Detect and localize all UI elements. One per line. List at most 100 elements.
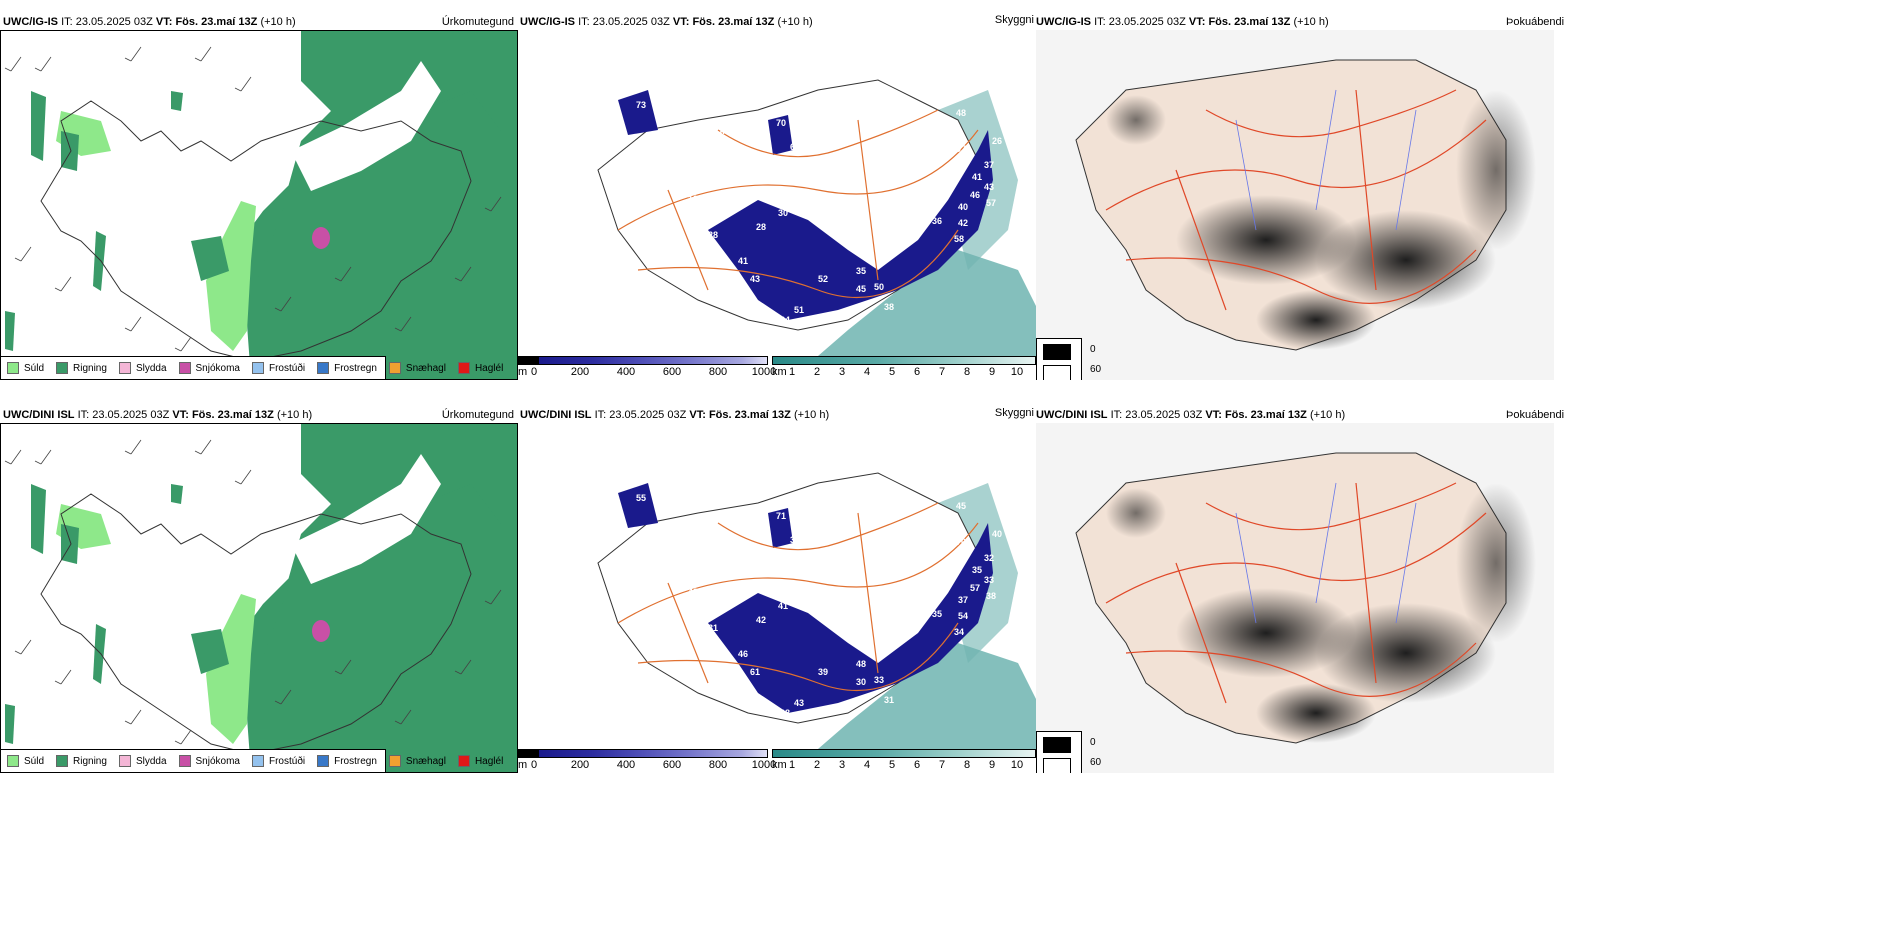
visibility-value: 32 (898, 631, 908, 641)
visibility-value: 487 (688, 587, 703, 597)
precip-legend-item: Rigning (56, 755, 107, 767)
legend-swatch (56, 755, 69, 767)
legend-label: Frostregn (334, 362, 377, 374)
visibility-tick: 2 (813, 366, 821, 378)
fog-legend (1036, 731, 1082, 773)
fog-area-east (1316, 210, 1496, 310)
visibility-value: 35 (856, 266, 866, 276)
visibility-value: 26 (992, 136, 1002, 146)
legend-label: Frostúði (268, 755, 306, 767)
fog-header: UWC/DINI ISL IT: 23.05.2025 03Z VT: Fös.… (1036, 409, 1345, 422)
legend-swatch (317, 362, 330, 374)
precip-legend-item: Frostúði (251, 755, 306, 767)
visibility-value: 37 (958, 595, 968, 605)
legend-label: Rigning (73, 755, 107, 767)
precip-legend: Súld Rigning Slydda Snjókoma Frostúði Frostre… (1, 749, 503, 772)
visibility-value: 52 (630, 84, 640, 94)
elevation-tick: 800 (708, 759, 728, 771)
precip-legend-item: Haglél (457, 755, 504, 767)
visibility-value: 52 (818, 274, 828, 284)
visibility-value: 48 (856, 659, 866, 669)
vt-label: VT: (672, 16, 690, 28)
legend-label: Rigning (73, 362, 107, 374)
visibility-value: 97 (956, 144, 966, 154)
visibility-title: Skyggni (994, 407, 1034, 419)
visibility-value: 61 (750, 667, 760, 677)
visibility-tick: 4 (863, 759, 871, 771)
precip-panel: UWC/DINI ISL IT: 23.05.2025 03Z VT: Fös.… (0, 405, 520, 773)
visibility-value: 35 (754, 328, 764, 338)
fog-area-east (1316, 603, 1496, 703)
vt-label: VT: (155, 16, 173, 28)
visibility-value: 71 (776, 511, 786, 521)
legend-swatch (251, 755, 264, 767)
visibility-tick: 3 (838, 366, 846, 378)
visibility-value: 50 (874, 282, 884, 292)
visibility-value: 62 (790, 142, 800, 152)
visibility-tick: 7 (938, 759, 946, 771)
lead-time: (+10 h) (777, 16, 813, 28)
fog-title: Þokuábendi (1506, 409, 1565, 421)
fog-map-svg (1036, 423, 1554, 773)
lead-time: (+10 h) (260, 16, 296, 28)
visibility-value: 51 (794, 305, 804, 315)
visibility-value: 10 (688, 194, 698, 204)
visibility-value: 70 (776, 118, 786, 128)
haze-area (818, 250, 1038, 356)
lead-time: (+10 h) (793, 409, 830, 421)
visibility-value: 48 (956, 108, 966, 118)
visibility-value: 45 (956, 501, 966, 511)
precip-title: Úrkomutegund (441, 409, 514, 421)
legend-swatch (388, 755, 401, 767)
precip-map: Súld Rigning Slydda Snjókoma Frostúði Frostre… (0, 423, 518, 773)
visibility-value: 33 (874, 675, 884, 685)
fog-legend-max: 60 (1090, 364, 1102, 375)
visibility-panel: UWC/IG-IS IT: 23.05.2025 03Z VT: Fös. 23… (518, 12, 1038, 380)
precip-title: Úrkomutegund (441, 16, 514, 28)
it-label: IT: (61, 16, 73, 28)
legend-swatch (118, 755, 131, 767)
it-value: 23.05.2025 03Z (1125, 409, 1203, 421)
precip-legend-item: Snæhagl (388, 755, 446, 767)
model-row: UWC/DINI ISL IT: 23.05.2025 03Z VT: Fös.… (0, 393, 1900, 778)
visibility-value: 34 (954, 627, 964, 637)
fog-area-west (1176, 588, 1356, 678)
vt-label: VT: (1205, 409, 1222, 421)
visibility-colorbar: km 1 2 3 4 5 6 7 8 9 10 (772, 749, 1038, 773)
lead-time: (+10 h) (1293, 16, 1329, 28)
it-value: 23.05.2025 03Z (92, 409, 170, 421)
legend-label: Haglél (474, 755, 504, 767)
visibility-tick: 4 (863, 366, 871, 378)
legend-label: Frostregn (334, 755, 377, 767)
fog-legend (1036, 338, 1082, 380)
vt-value: Fös. 23.maí 13Z (1208, 16, 1291, 28)
elevation-tick: 600 (662, 759, 682, 771)
precip-legend-item: Súld (7, 362, 44, 374)
vt-value: Fös. 23.maí 13Z (191, 409, 274, 421)
visibility-value: 46 (970, 190, 980, 200)
rivers (1235, 482, 1417, 624)
legend-swatch (7, 755, 19, 767)
fog-legend-min: 0 (1090, 737, 1096, 748)
legend-swatch (388, 362, 401, 374)
precip-legend-item: Snæhagl (388, 362, 446, 374)
visibility-value: 32 (984, 553, 994, 563)
elevation-colorbar: m 0 200 400 600 800 1000 (518, 356, 776, 380)
visibility-tick: 5 (888, 366, 896, 378)
snow-spot (312, 227, 330, 249)
legend-label: Frostúði (268, 362, 306, 374)
visibility-value: 33 (772, 344, 782, 354)
visibility-values: 7055713945703240353357383754343532343441… (630, 477, 1002, 747)
visibility-value: 31 (708, 623, 718, 633)
legend-swatch (56, 362, 69, 374)
visibility-colorbar: km 1 2 3 4 5 6 7 8 9 10 (772, 356, 1038, 380)
fog-legend-min: 0 (1090, 344, 1096, 355)
visibility-value: 42 (756, 615, 766, 625)
visibility-value: 34 (784, 585, 794, 595)
visibility-value: 73 (636, 100, 646, 110)
precip-legend-item: Súld (7, 755, 44, 767)
visibility-map-svg: 5273706248973726414346574042583633333230… (518, 30, 1038, 356)
it-label: IT: (578, 16, 590, 28)
visibility-values: 5273706248973726414346574042583633333230… (630, 84, 1002, 354)
elevation-tick: 1000 (751, 366, 777, 378)
